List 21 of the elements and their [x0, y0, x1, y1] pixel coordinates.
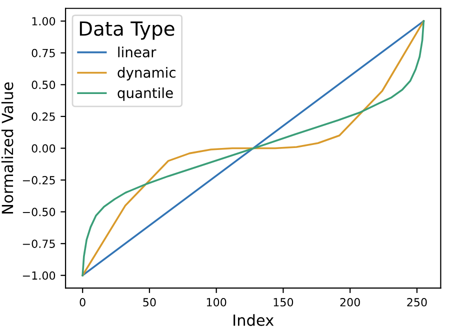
y-tick-label: 0.25 [32, 112, 55, 121]
legend-label: linear [118, 46, 156, 58]
y-tick-label: −0.25 [22, 176, 55, 184]
legend-title: Data Type [80, 21, 174, 40]
x-tick-label: 200 [340, 298, 360, 306]
y-axis-title: Normalized Value [1, 82, 14, 214]
x-axis-title: Index [234, 314, 274, 326]
y-tick-label: 0.50 [32, 80, 56, 90]
y-tick-label: 0.00 [32, 144, 56, 153]
legend-label: quantile [118, 87, 173, 101]
x-tick-label: 0 [80, 298, 86, 306]
y-tick-label: 0.75 [32, 48, 55, 58]
x-tick-label: 100 [206, 298, 226, 306]
x-tick-label: 250 [407, 298, 427, 306]
y-tick-label: −1.00 [22, 271, 56, 280]
y-tick-label: 1.00 [32, 17, 56, 26]
x-tick-label: 150 [274, 298, 294, 306]
legend-label: dynamic [118, 67, 176, 80]
y-tick-label: −0.75 [22, 240, 55, 248]
x-tick-label: 50 [143, 298, 156, 306]
y-tick-label: −0.50 [22, 208, 56, 216]
